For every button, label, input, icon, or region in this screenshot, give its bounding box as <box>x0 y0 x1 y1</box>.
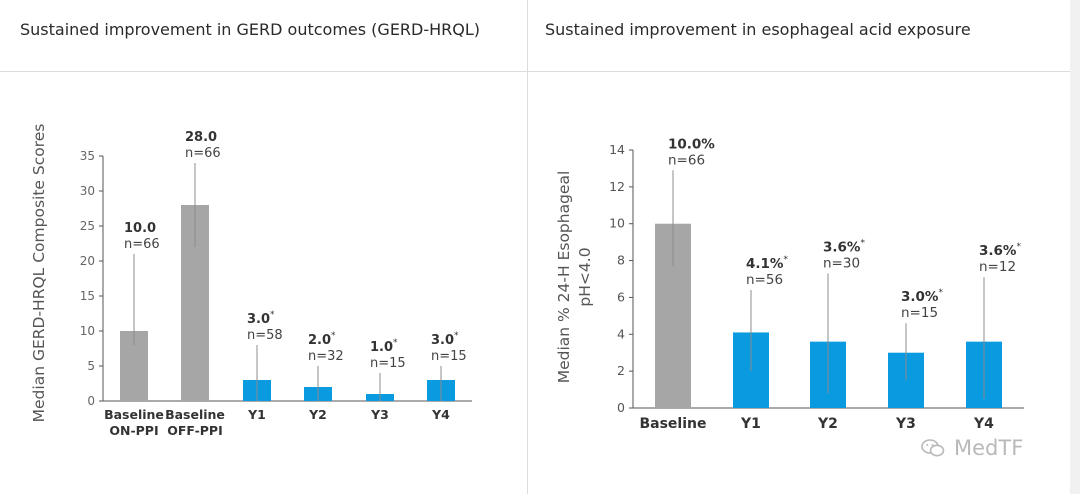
chart2-y-axis-label: Median % 24-H Esophageal <box>555 171 573 384</box>
chart1-category-label: OFF-PPI <box>167 423 222 438</box>
chart2-n-label: n=12 <box>979 259 1016 275</box>
left-panel-header <box>0 0 527 72</box>
chart2-value-label: 3.6%* <box>979 242 1021 259</box>
wechat-icon <box>921 439 945 457</box>
chart1-category-label: Y1 <box>247 407 266 422</box>
chart2-value-label: 3.0%* <box>901 288 943 305</box>
chart2-n-label: n=56 <box>746 272 783 288</box>
chart1-value-label: 3.0* <box>247 310 275 327</box>
left-panel-title: Sustained improvement in GERD outcomes (… <box>20 20 481 39</box>
chart2-y-tick-label: 12 <box>609 179 625 194</box>
chart1-n-label: n=66 <box>185 146 221 161</box>
chart1-category-label: Y4 <box>431 407 450 422</box>
chart2-category-label: Y2 <box>817 416 838 432</box>
chart1-value-label: 28.0 <box>185 130 217 145</box>
chart2-y-tick-label: 2 <box>617 363 625 378</box>
chart2-y-tick-label: 10 <box>609 216 625 231</box>
chart1-n-label: n=15 <box>431 349 467 364</box>
scroll-edge <box>1070 0 1080 494</box>
chart1-y-tick-label: 0 <box>87 394 95 408</box>
chart1-n-label: n=66 <box>124 237 160 252</box>
chart1-y-tick-label: 35 <box>80 149 95 163</box>
right-panel: Sustained improvement in esophageal acid… <box>528 0 1080 494</box>
chart2-category-label: Y3 <box>895 416 916 432</box>
chart2-y-tick-label: 14 <box>609 142 625 157</box>
chart1-y-tick-label: 30 <box>80 184 95 198</box>
chart1-n-label: n=15 <box>370 356 406 371</box>
chart1-category-label: Y3 <box>370 407 389 422</box>
chart2-value-label: 3.6%* <box>823 238 865 255</box>
chart2-y-tick-label: 8 <box>617 253 625 268</box>
chart1-y-tick-label: 5 <box>87 359 95 373</box>
chart1-y-tick-label: 15 <box>80 289 95 303</box>
chart2-n-label: n=30 <box>823 255 860 271</box>
chart1-category-label: ON-PPI <box>109 423 158 438</box>
right-panel-header <box>528 0 1080 72</box>
chart1-value-label: 2.0* <box>308 331 336 348</box>
chart2-value-label: 10.0% <box>668 136 715 152</box>
chart1-y-tick-label: 25 <box>80 219 95 233</box>
chart1-category-label: Baseline <box>104 407 164 422</box>
chart1-y-tick-label: 10 <box>80 324 95 338</box>
chart1-n-label: n=32 <box>308 349 344 364</box>
chart2-n-label: n=15 <box>901 305 938 321</box>
watermark-text: MedTF <box>954 436 1024 460</box>
chart1-value-label: 1.0* <box>370 338 398 355</box>
chart1-y-tick-label: 20 <box>80 254 95 268</box>
chart2-n-label: n=66 <box>668 152 705 168</box>
chart2-value-label: 4.1%* <box>746 255 788 272</box>
chart1-category-label: Y2 <box>308 407 327 422</box>
chart2-category-label: Baseline <box>639 416 706 432</box>
left-panel: Sustained improvement in GERD outcomes (… <box>0 0 528 494</box>
chart1-n-label: n=58 <box>247 328 283 343</box>
chart2-category-label: Y1 <box>740 416 761 432</box>
chart1-value-label: 10.0 <box>124 221 156 236</box>
chart2-y-tick-label: 6 <box>617 289 625 304</box>
chart2-y-tick-label: 0 <box>617 400 625 415</box>
chart2-category-label: Y4 <box>973 416 994 432</box>
chart1-y-axis-label: Median GERD-HRQL Composite Scores <box>30 124 48 423</box>
chart2-y-axis-label: pH<4.0 <box>576 247 594 306</box>
chart1-value-label: 3.0* <box>431 331 459 348</box>
right-panel-title: Sustained improvement in esophageal acid… <box>545 20 971 39</box>
chart2-y-tick-label: 4 <box>617 326 625 341</box>
chart1-category-label: Baseline <box>165 407 225 422</box>
